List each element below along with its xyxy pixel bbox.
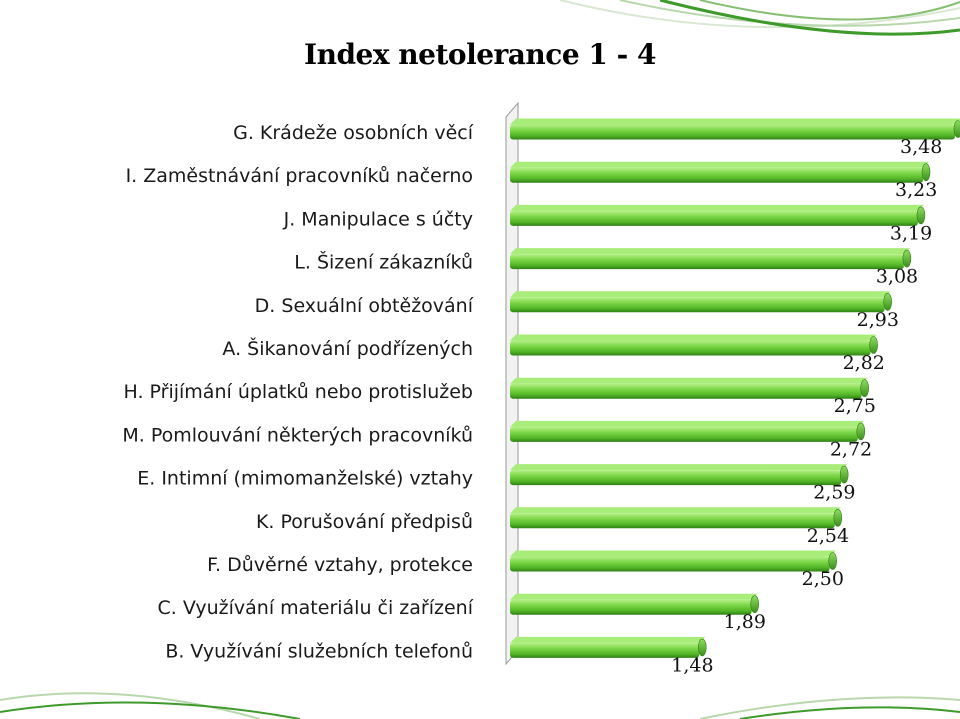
bar-end-cap bbox=[828, 552, 837, 570]
bar-end-cap bbox=[750, 595, 759, 614]
bar-front-face bbox=[510, 513, 835, 529]
bar-top-face bbox=[510, 291, 891, 298]
bar bbox=[510, 464, 849, 486]
bar-top-face bbox=[510, 550, 836, 557]
bar-front-face bbox=[510, 426, 858, 442]
value-label: 3,48 bbox=[900, 136, 942, 158]
bar-top-face bbox=[510, 248, 910, 255]
bar-front-face bbox=[510, 124, 955, 140]
top-right-swoosh bbox=[559, 0, 960, 36]
bar-end-cap bbox=[921, 163, 931, 181]
bar-end-cap bbox=[856, 422, 866, 441]
value-label: 2,93 bbox=[857, 309, 899, 331]
value-label: 1,89 bbox=[724, 611, 766, 633]
value-label: 2,50 bbox=[802, 568, 844, 590]
bar-front-face bbox=[510, 297, 885, 313]
value-label: 2,75 bbox=[834, 395, 876, 417]
value-label: 1,48 bbox=[671, 654, 713, 676]
bar-front-face bbox=[510, 599, 752, 615]
bar bbox=[510, 204, 926, 226]
category-label: K. Porušování předpisů bbox=[256, 511, 473, 533]
category-label: G. Krádeže osobních věcí bbox=[233, 122, 474, 144]
bar bbox=[510, 118, 960, 140]
value-label: 2,82 bbox=[843, 352, 885, 374]
bar-front-face bbox=[510, 470, 842, 486]
category-label: B. Využívání služebních telefonů bbox=[165, 640, 473, 662]
category-labels: G. Krádeže osobních věcí I. Zaměstnávání … bbox=[122, 122, 473, 662]
bar-front-face bbox=[510, 383, 862, 399]
bar-front-face bbox=[510, 254, 904, 270]
bar-front-face bbox=[510, 642, 700, 658]
value-label: 3,23 bbox=[895, 179, 937, 201]
value-label: 2,54 bbox=[807, 525, 849, 547]
category-label: F. Důvěrné vztahy, protekce bbox=[207, 554, 473, 576]
bar-end-cap bbox=[697, 638, 707, 657]
bar bbox=[510, 377, 869, 399]
bar-end-cap bbox=[833, 508, 843, 527]
category-label: D. Sexuální obtěžování bbox=[255, 295, 474, 317]
category-label: E. Intimní (mimomanželské) vztahy bbox=[137, 468, 473, 490]
bar-front-face bbox=[510, 556, 830, 572]
bar-top-face bbox=[510, 464, 848, 471]
bar-end-cap bbox=[860, 379, 869, 398]
bar bbox=[510, 161, 931, 183]
bar-top-face bbox=[510, 507, 841, 514]
bar-top-face bbox=[510, 593, 758, 600]
bar-end-cap bbox=[883, 292, 892, 311]
bar-front-face bbox=[510, 210, 918, 226]
bar-end-cap bbox=[902, 249, 912, 268]
bottom-right-swoosh bbox=[699, 696, 960, 719]
value-label: 2,59 bbox=[813, 482, 855, 504]
bar bbox=[510, 507, 843, 529]
bar-end-cap bbox=[953, 120, 960, 138]
bar-end-cap bbox=[916, 206, 926, 225]
value-label: 3,19 bbox=[890, 222, 932, 244]
value-label: 2,72 bbox=[830, 438, 872, 460]
category-label: A. Šikanování podřízených bbox=[222, 336, 473, 360]
category-label: C. Využívání materiálu či zařízení bbox=[158, 597, 474, 619]
category-label: I. Zaměstnávání pracovníků načerno bbox=[126, 165, 473, 187]
bar bbox=[510, 636, 707, 658]
bar-top-face bbox=[510, 377, 868, 384]
category-label: L. Šizení zákazníků bbox=[294, 250, 473, 274]
bars-group bbox=[510, 118, 960, 658]
bar-front-face bbox=[510, 340, 871, 356]
bar-end-cap bbox=[869, 336, 878, 354]
value-labels: 3,48 3,23 3,19 3,08 2,93 2,82 2,75 2,72 2,59 2,54… bbox=[671, 136, 942, 676]
bar bbox=[510, 550, 837, 572]
bar bbox=[510, 334, 878, 356]
bar-end-cap bbox=[839, 465, 849, 484]
value-label: 3,08 bbox=[876, 266, 918, 288]
bar-top-face bbox=[510, 420, 864, 427]
bar-top-face bbox=[510, 118, 960, 125]
bar-top-face bbox=[510, 204, 924, 211]
bar bbox=[510, 420, 866, 442]
bar-top-face bbox=[510, 636, 706, 643]
bar bbox=[510, 593, 759, 615]
bar bbox=[510, 291, 892, 313]
bar-top-face bbox=[510, 161, 930, 168]
bottom-left-swoosh bbox=[0, 692, 301, 719]
category-label: M. Pomlouvání některých pracovníků bbox=[122, 424, 473, 446]
category-label: J. Manipulace s účty bbox=[283, 208, 473, 230]
slide-title: Index netolerance 1 - 4 bbox=[304, 38, 656, 71]
bar-top-face bbox=[510, 334, 877, 341]
bar bbox=[510, 248, 912, 270]
bar-front-face bbox=[510, 167, 924, 183]
category-label: H. Přijímání úplatků nebo protislužeb bbox=[124, 381, 474, 403]
